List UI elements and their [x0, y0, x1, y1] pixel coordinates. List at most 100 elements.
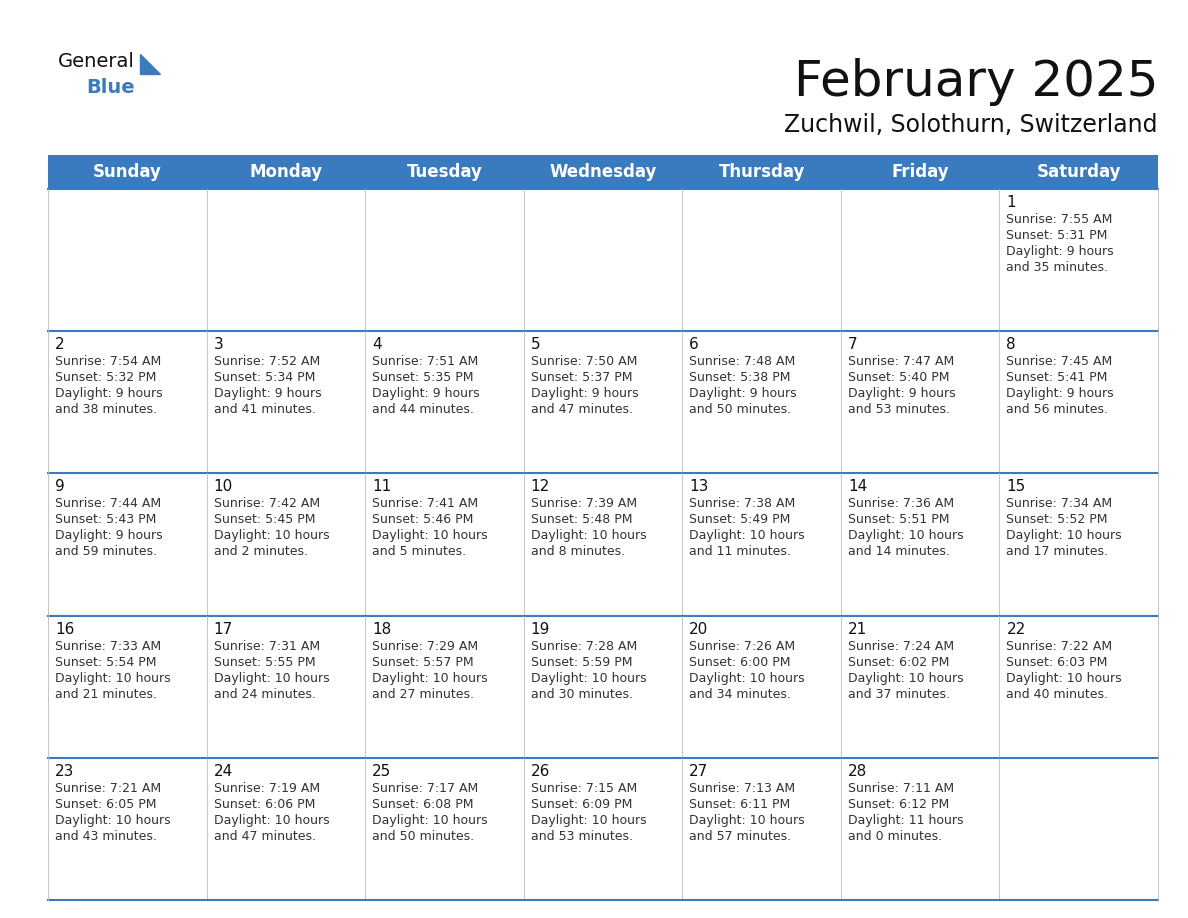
Text: Daylight: 10 hours: Daylight: 10 hours: [531, 672, 646, 685]
Text: Thursday: Thursday: [719, 163, 804, 181]
Text: Sunrise: 7:54 AM: Sunrise: 7:54 AM: [55, 355, 162, 368]
Text: Daylight: 10 hours: Daylight: 10 hours: [848, 530, 963, 543]
Text: and 5 minutes.: and 5 minutes.: [372, 545, 466, 558]
Text: Daylight: 10 hours: Daylight: 10 hours: [372, 813, 488, 827]
Text: 9: 9: [55, 479, 65, 495]
Text: Sunrise: 7:48 AM: Sunrise: 7:48 AM: [689, 355, 796, 368]
Text: Sunset: 6:09 PM: Sunset: 6:09 PM: [531, 798, 632, 811]
Text: 7: 7: [848, 337, 858, 353]
Text: Sunset: 5:37 PM: Sunset: 5:37 PM: [531, 371, 632, 385]
Text: and 11 minutes.: and 11 minutes.: [689, 545, 791, 558]
Text: Sunset: 6:03 PM: Sunset: 6:03 PM: [1006, 655, 1107, 668]
Text: Daylight: 9 hours: Daylight: 9 hours: [689, 387, 797, 400]
Text: Sunset: 5:45 PM: Sunset: 5:45 PM: [214, 513, 315, 526]
Text: Daylight: 9 hours: Daylight: 9 hours: [55, 387, 163, 400]
Text: 16: 16: [55, 621, 75, 636]
Text: Sunrise: 7:52 AM: Sunrise: 7:52 AM: [214, 355, 320, 368]
Text: 22: 22: [1006, 621, 1025, 636]
Text: Sunrise: 7:26 AM: Sunrise: 7:26 AM: [689, 640, 796, 653]
Text: Sunrise: 7:50 AM: Sunrise: 7:50 AM: [531, 355, 637, 368]
Text: Daylight: 11 hours: Daylight: 11 hours: [848, 813, 963, 827]
Text: and 44 minutes.: and 44 minutes.: [372, 403, 474, 416]
Text: 15: 15: [1006, 479, 1025, 495]
Text: 11: 11: [372, 479, 391, 495]
Text: Sunrise: 7:47 AM: Sunrise: 7:47 AM: [848, 355, 954, 368]
Text: Sunset: 5:43 PM: Sunset: 5:43 PM: [55, 513, 157, 526]
Text: 17: 17: [214, 621, 233, 636]
Text: Sunset: 6:08 PM: Sunset: 6:08 PM: [372, 798, 474, 811]
Text: Sunrise: 7:51 AM: Sunrise: 7:51 AM: [372, 355, 479, 368]
Text: Daylight: 10 hours: Daylight: 10 hours: [689, 813, 805, 827]
Text: Tuesday: Tuesday: [406, 163, 482, 181]
Text: Daylight: 10 hours: Daylight: 10 hours: [55, 672, 171, 685]
Text: Daylight: 9 hours: Daylight: 9 hours: [1006, 245, 1114, 258]
Text: Sunset: 5:34 PM: Sunset: 5:34 PM: [214, 371, 315, 385]
Text: and 37 minutes.: and 37 minutes.: [848, 688, 950, 700]
Text: Daylight: 10 hours: Daylight: 10 hours: [214, 672, 329, 685]
Text: and 43 minutes.: and 43 minutes.: [55, 830, 157, 843]
Text: and 41 minutes.: and 41 minutes.: [214, 403, 316, 416]
Text: Sunset: 5:57 PM: Sunset: 5:57 PM: [372, 655, 474, 668]
Text: Daylight: 10 hours: Daylight: 10 hours: [214, 530, 329, 543]
Text: and 14 minutes.: and 14 minutes.: [848, 545, 949, 558]
Text: Daylight: 10 hours: Daylight: 10 hours: [848, 672, 963, 685]
Text: and 17 minutes.: and 17 minutes.: [1006, 545, 1108, 558]
Text: Sunset: 5:35 PM: Sunset: 5:35 PM: [372, 371, 474, 385]
Bar: [48, 155, 1158, 189]
Text: Sunset: 5:49 PM: Sunset: 5:49 PM: [689, 513, 791, 526]
Text: 26: 26: [531, 764, 550, 778]
Text: Sunrise: 7:19 AM: Sunrise: 7:19 AM: [214, 782, 320, 795]
Bar: [48, 189, 1158, 331]
Text: Sunrise: 7:29 AM: Sunrise: 7:29 AM: [372, 640, 479, 653]
Text: 2: 2: [55, 337, 64, 353]
Polygon shape: [140, 54, 160, 74]
Text: Sunset: 5:59 PM: Sunset: 5:59 PM: [531, 655, 632, 668]
Text: and 47 minutes.: and 47 minutes.: [531, 403, 633, 416]
Text: Daylight: 9 hours: Daylight: 9 hours: [214, 387, 321, 400]
Text: 20: 20: [689, 621, 708, 636]
Text: 3: 3: [214, 337, 223, 353]
Text: Sunrise: 7:55 AM: Sunrise: 7:55 AM: [1006, 213, 1113, 226]
Text: Sunrise: 7:24 AM: Sunrise: 7:24 AM: [848, 640, 954, 653]
Text: Sunrise: 7:34 AM: Sunrise: 7:34 AM: [1006, 498, 1112, 510]
Text: and 59 minutes.: and 59 minutes.: [55, 545, 157, 558]
Text: Daylight: 10 hours: Daylight: 10 hours: [1006, 672, 1121, 685]
Text: Sunrise: 7:13 AM: Sunrise: 7:13 AM: [689, 782, 796, 795]
Text: Sunrise: 7:38 AM: Sunrise: 7:38 AM: [689, 498, 796, 510]
Text: and 50 minutes.: and 50 minutes.: [689, 403, 791, 416]
Text: 4: 4: [372, 337, 381, 353]
Text: and 30 minutes.: and 30 minutes.: [531, 688, 633, 700]
Text: and 2 minutes.: and 2 minutes.: [214, 545, 308, 558]
Text: Sunrise: 7:22 AM: Sunrise: 7:22 AM: [1006, 640, 1112, 653]
Text: Daylight: 9 hours: Daylight: 9 hours: [372, 387, 480, 400]
Text: Sunrise: 7:45 AM: Sunrise: 7:45 AM: [1006, 355, 1113, 368]
Text: Daylight: 10 hours: Daylight: 10 hours: [689, 672, 805, 685]
Text: and 24 minutes.: and 24 minutes.: [214, 688, 316, 700]
Text: 24: 24: [214, 764, 233, 778]
Text: 28: 28: [848, 764, 867, 778]
Text: Daylight: 10 hours: Daylight: 10 hours: [531, 530, 646, 543]
Text: Daylight: 9 hours: Daylight: 9 hours: [531, 387, 638, 400]
Text: 13: 13: [689, 479, 709, 495]
Text: Daylight: 10 hours: Daylight: 10 hours: [531, 813, 646, 827]
Text: Daylight: 10 hours: Daylight: 10 hours: [214, 813, 329, 827]
Text: Sunset: 6:12 PM: Sunset: 6:12 PM: [848, 798, 949, 811]
Text: 8: 8: [1006, 337, 1016, 353]
Text: Daylight: 9 hours: Daylight: 9 hours: [55, 530, 163, 543]
Text: Sunrise: 7:39 AM: Sunrise: 7:39 AM: [531, 498, 637, 510]
Text: Sunrise: 7:21 AM: Sunrise: 7:21 AM: [55, 782, 162, 795]
Text: and 57 minutes.: and 57 minutes.: [689, 830, 791, 843]
Text: Sunrise: 7:28 AM: Sunrise: 7:28 AM: [531, 640, 637, 653]
Text: Blue: Blue: [86, 78, 134, 97]
Text: Sunrise: 7:33 AM: Sunrise: 7:33 AM: [55, 640, 162, 653]
Text: Sunset: 5:46 PM: Sunset: 5:46 PM: [372, 513, 474, 526]
Text: Sunrise: 7:41 AM: Sunrise: 7:41 AM: [372, 498, 479, 510]
Text: and 50 minutes.: and 50 minutes.: [372, 830, 474, 843]
Text: General: General: [58, 52, 135, 71]
Text: Daylight: 9 hours: Daylight: 9 hours: [848, 387, 955, 400]
Text: February 2025: February 2025: [794, 58, 1158, 106]
Text: Sunrise: 7:44 AM: Sunrise: 7:44 AM: [55, 498, 162, 510]
Text: and 0 minutes.: and 0 minutes.: [848, 830, 942, 843]
Text: Sunset: 5:55 PM: Sunset: 5:55 PM: [214, 655, 315, 668]
Text: Daylight: 10 hours: Daylight: 10 hours: [1006, 530, 1121, 543]
